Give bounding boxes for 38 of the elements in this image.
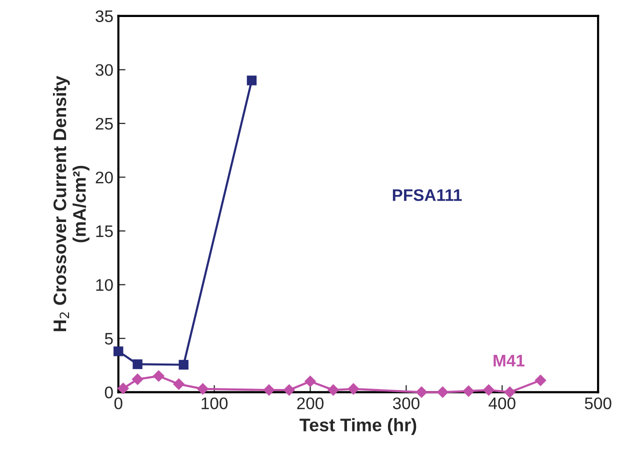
point (283, 384, 296, 396)
point (482, 384, 495, 396)
x-tick-label: 0 (114, 397, 122, 410)
point (152, 370, 165, 382)
point (462, 385, 474, 397)
x-tick-label: 300 (392, 397, 420, 410)
x-tick-label: 200 (297, 397, 324, 410)
y-tick-label: 5 (104, 332, 113, 345)
text: PFSA111 (392, 189, 462, 202)
point (348, 383, 360, 395)
y-tick-label: 0 (104, 386, 113, 398)
point (327, 384, 340, 396)
x-tick-label: 500 (584, 397, 612, 410)
series-label: M41 (494, 354, 524, 366)
y-axis-title: H$_{2}$ Crossover Current Density (mA/cm²) (52, 76, 90, 332)
point (132, 373, 144, 386)
point (436, 386, 449, 398)
point (114, 346, 124, 356)
point (416, 386, 428, 398)
point (246, 76, 257, 86)
point (172, 378, 185, 390)
point (196, 383, 209, 395)
point (132, 359, 142, 370)
point (534, 374, 546, 386)
y-tick-label: 10 (96, 279, 113, 291)
point (263, 384, 275, 396)
y-tick-label: 20 (96, 172, 113, 184)
point (304, 376, 316, 388)
point (117, 382, 130, 394)
point (178, 360, 188, 370)
x-axis-title: Test Time (hr) (300, 418, 416, 435)
x-tick-label: 100 (202, 397, 228, 410)
y-tick-label: 25 (96, 118, 113, 130)
x-tick-label: 400 (488, 397, 516, 410)
y-tick-label: 15 (96, 226, 113, 238)
y-tick-label: 35 (96, 10, 113, 22)
point (504, 386, 516, 398)
y-tick-label: 30 (96, 64, 113, 76)
